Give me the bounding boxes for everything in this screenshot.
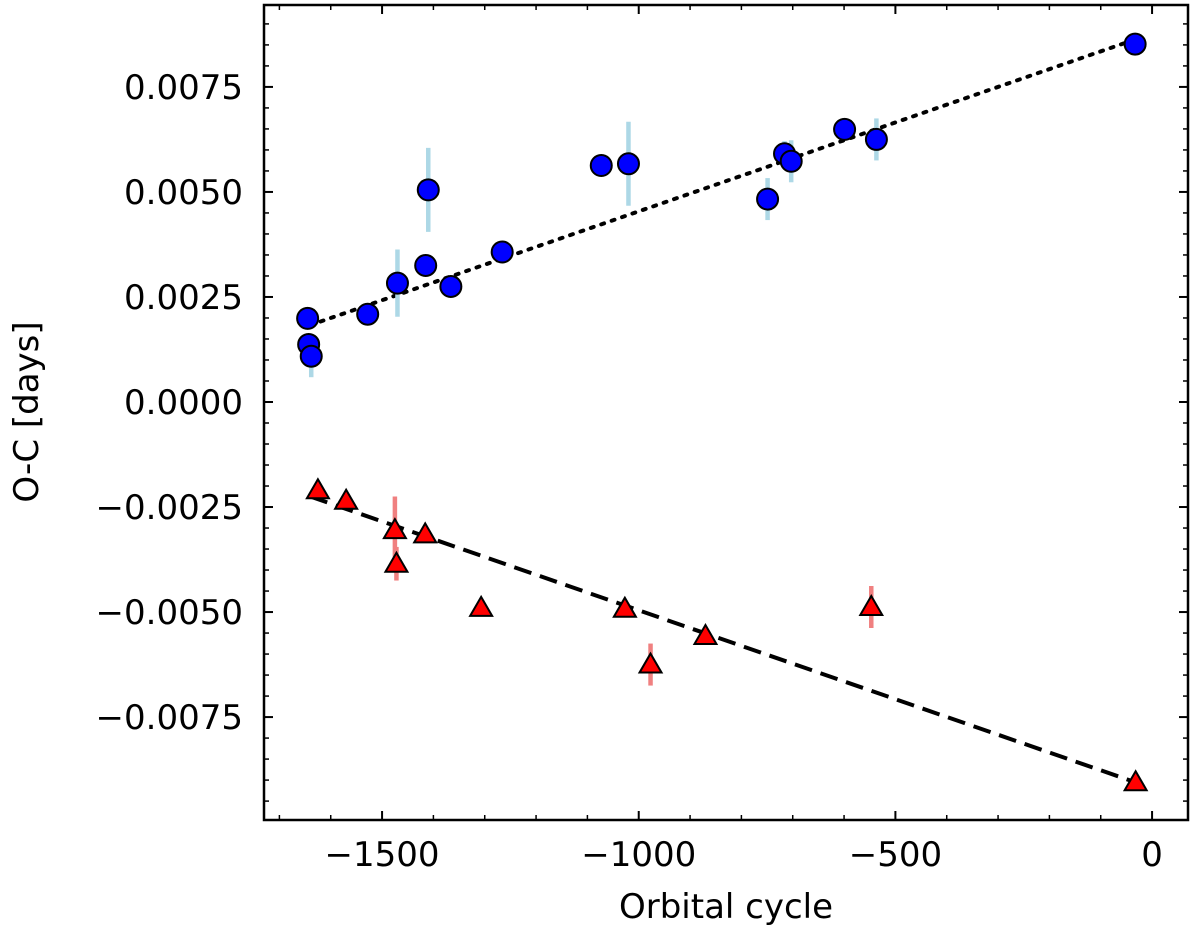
y-tick-label: 0.0075 — [124, 68, 243, 108]
blue-circle-point — [1123, 32, 1147, 56]
blue-circle-point — [439, 274, 463, 298]
x-tick-label: −1000 — [581, 835, 696, 875]
blue-circle-point — [356, 302, 380, 326]
red-triangle-point — [305, 477, 331, 500]
blue-circle-point — [779, 149, 803, 173]
y-tick-label: 0.0050 — [124, 173, 243, 213]
blue-circle-point — [864, 127, 888, 151]
red-triangle-point — [383, 550, 410, 573]
y-tick-label: 0.0025 — [124, 278, 243, 318]
blue-circle-point — [385, 271, 409, 295]
red-triangle-point — [382, 517, 408, 540]
blue-circle-point — [616, 152, 640, 176]
red-triangle-point — [1122, 769, 1149, 792]
red-triangle-point — [468, 594, 494, 617]
red-triangle-point — [637, 651, 664, 674]
blue-circle-point — [414, 253, 438, 277]
red-triangle-point — [412, 521, 438, 544]
major-ticks — [264, 5, 1188, 820]
x-tick-label: −500 — [849, 835, 942, 875]
minor-ticks — [264, 5, 1188, 820]
x-tick-label: 0 — [1141, 835, 1163, 875]
x-tick-label: −1500 — [325, 835, 440, 875]
blue-circle-point — [416, 178, 440, 202]
red-triangle-point — [692, 622, 719, 645]
blue-circle-point — [490, 240, 514, 264]
x-axis-label: Orbital cycle — [619, 887, 833, 927]
blue-circle-point — [299, 344, 323, 368]
red-triangle-point — [612, 595, 638, 618]
y-tick-label: 0.0000 — [124, 383, 243, 423]
blue-circle-point — [589, 153, 613, 177]
data-markers — [296, 32, 1149, 792]
error-bars — [305, 39, 1138, 787]
y-tick-label: −0.0050 — [96, 593, 243, 633]
red-fit-line — [309, 494, 1136, 785]
y-axis-label: O-C [days] — [7, 321, 47, 502]
y-tick-label: −0.0025 — [96, 488, 243, 528]
red-triangle-point — [858, 594, 885, 617]
tick-labels: −1500 −1000 −500 0 0.0075 0.0050 0.0025 0.0000 −… — [96, 68, 1163, 875]
blue-circle-point — [833, 117, 857, 141]
plot-frame — [262, 3, 1190, 822]
red-triangle-point — [333, 487, 359, 510]
blue-circle-point — [756, 187, 780, 211]
fit-lines — [308, 37, 1138, 785]
blue-circle-point — [296, 306, 320, 330]
y-tick-label: −0.0075 — [96, 698, 243, 738]
